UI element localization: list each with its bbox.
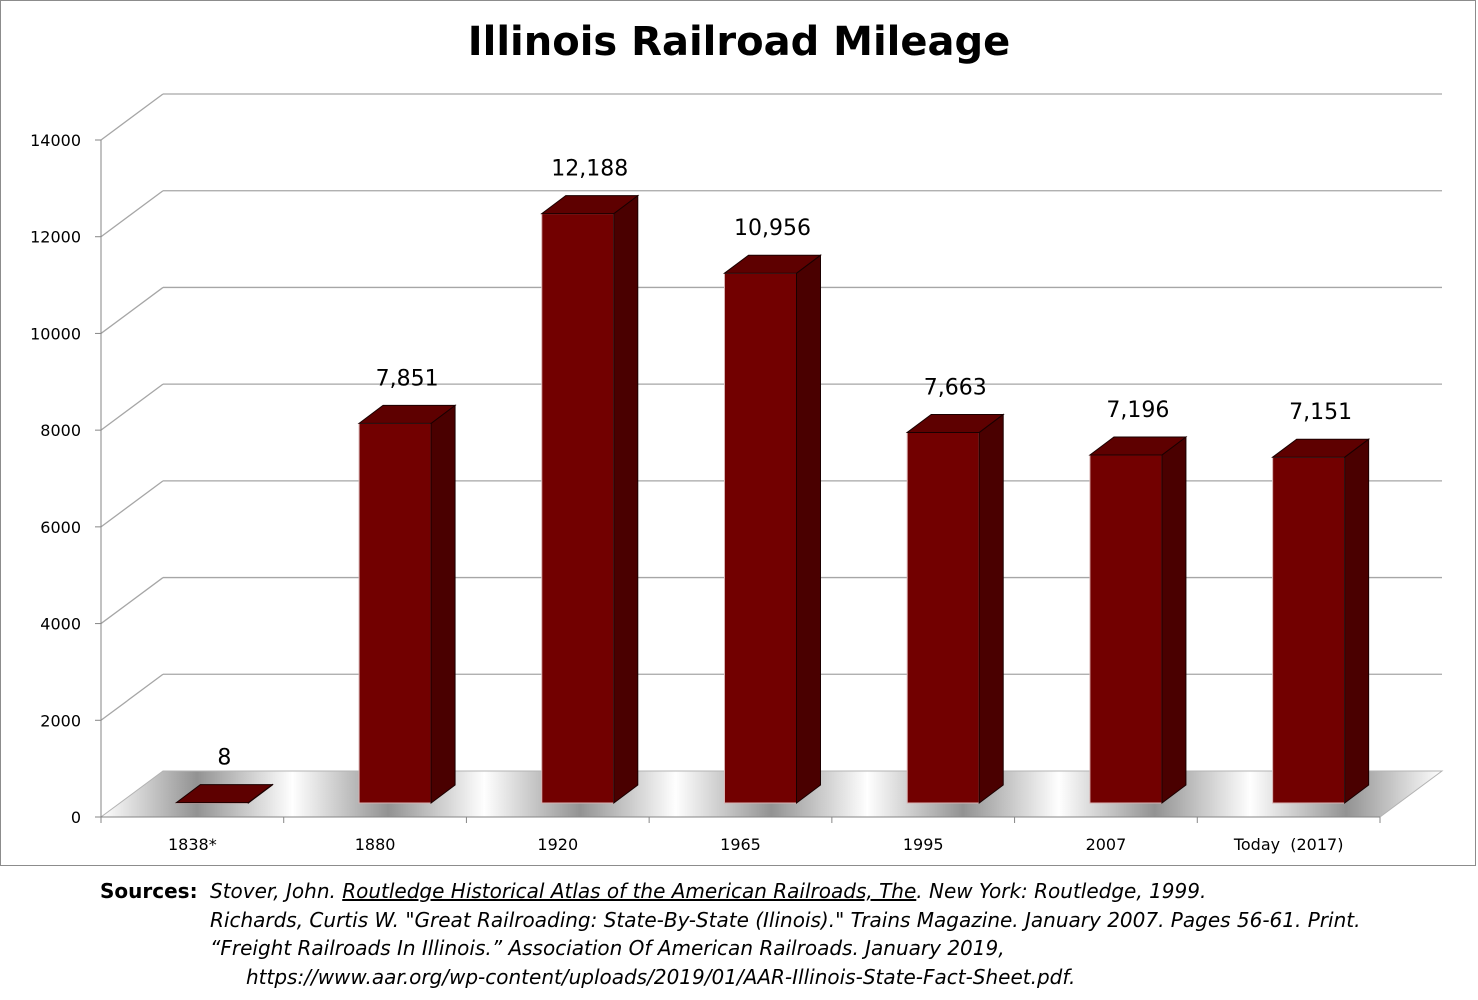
y-tick-label: 0 (71, 808, 81, 827)
y-tick-label: 4000 (40, 615, 81, 634)
x-tick-label: 1838* (168, 835, 217, 854)
side-gridline (100, 383, 164, 431)
bar-top (357, 404, 457, 424)
data-label: 8 (217, 746, 231, 771)
source-line-1: Stover, John. Routledge Historical Atlas… (210, 877, 1360, 906)
bar-side (430, 404, 456, 804)
source-line-2: Richards, Curtis W. "Great Railroading: … (210, 907, 1361, 932)
bar-top (1088, 436, 1188, 456)
x-tick-label: Today (2017) (1233, 835, 1344, 854)
bar-chart: Illinois Railroad Mileage 0 2000 4000 6000 8… (30, 19, 1444, 854)
bar-side (1161, 436, 1187, 804)
data-label: 7,663 (924, 375, 987, 400)
bar-side (1344, 438, 1370, 804)
axis-layer: 0 2000 4000 6000 8000 10000 12000 14000 1838* 188… (30, 131, 1381, 854)
bar (723, 254, 822, 804)
data-label: 10,956 (734, 216, 811, 241)
bar-top (1271, 438, 1371, 458)
y-tick-label: 8000 (40, 421, 81, 440)
y-tick-label: 10000 (30, 324, 81, 343)
side-gridline (100, 190, 164, 238)
y-tick-label: 12000 (30, 228, 81, 247)
x-tick-label: 1880 (355, 835, 396, 854)
side-gridline (100, 577, 164, 625)
bar (1088, 436, 1188, 804)
bar-side (978, 413, 1004, 804)
bar (540, 194, 640, 804)
source-1-publisher: . New York: Routledge, 1999. (916, 879, 1207, 903)
data-label: 12,188 (551, 157, 628, 182)
source-line-4: https://www.aar.org/wp-content/uploads/2… (246, 964, 1076, 989)
bar-front (724, 272, 797, 804)
side-gridline (100, 480, 164, 528)
side-gridline (100, 286, 164, 334)
source-1-author: Stover, John. (210, 879, 343, 903)
data-label: 7,151 (1289, 400, 1352, 425)
side-gridline (100, 673, 164, 721)
sources-lines: Stover, John. Routledge Historical Atlas… (210, 877, 1360, 991)
bar-front (541, 213, 615, 804)
bar-side (613, 194, 639, 804)
data-label: 7,196 (1106, 398, 1169, 423)
x-tick-label: 2007 (1086, 835, 1127, 854)
bar (1271, 438, 1371, 804)
bar-top (540, 195, 640, 215)
y-tick-label: 6000 (40, 518, 81, 537)
source-line-3: “Freight Railroads In Illinois.” Associa… (210, 936, 1005, 960)
sources-label: Sources: (100, 879, 198, 903)
source-1-title: Routledge Historical Atlas of the Americ… (342, 879, 917, 903)
bar-front (906, 431, 980, 804)
data-label: 7,851 (376, 366, 439, 391)
side-gridline (100, 93, 164, 141)
bar (357, 404, 457, 804)
bar-top (905, 413, 1005, 433)
bar-front (1272, 456, 1346, 804)
bar-side (796, 254, 821, 804)
bar-top (723, 254, 822, 274)
chart-title: Illinois Railroad Mileage (468, 19, 1011, 65)
x-tick-label: 1965 (720, 835, 761, 854)
x-tick-label: 1995 (903, 835, 944, 854)
y-tick-label: 14000 (30, 131, 81, 150)
bar-front (358, 422, 432, 804)
bar-layer (174, 194, 1371, 804)
x-tick-label: 1920 (537, 835, 578, 854)
chart-frame (0, 0, 1476, 866)
bar (174, 783, 274, 804)
bar-front (1089, 454, 1163, 804)
label-layer: 8 7,851 12,188 10,956 7,663 7,196 7,151 (217, 157, 1352, 771)
bar-top (174, 784, 274, 804)
bar (905, 413, 1005, 804)
y-tick-label: 2000 (40, 711, 81, 730)
